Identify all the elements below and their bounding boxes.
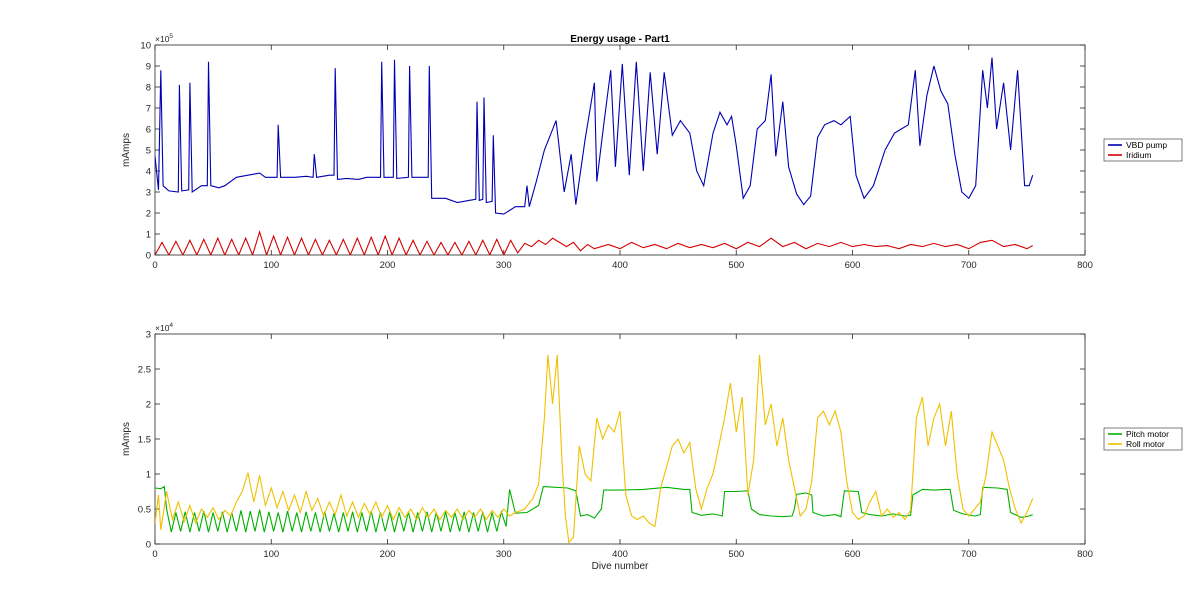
iridium-series-line [155, 230, 1033, 255]
roll-motor-series-line [155, 354, 1034, 544]
vbd-pump-series-line [155, 57, 1034, 215]
bottom-y-tick-label: 1 [146, 470, 151, 481]
bottom-x-axis-label: Dive number [592, 561, 649, 572]
top-y-tick-label: 8 [146, 83, 151, 94]
bottom-x-tick-label: 300 [496, 549, 512, 560]
pitch-motor-legend-label: Pitch motor [1126, 429, 1169, 439]
bottom-y-tick-label: 0 [146, 540, 151, 551]
bottom-y-axis-label: mAmps [121, 422, 132, 456]
top-x-tick-label: 300 [496, 260, 512, 271]
bottom-x-tick-label: 100 [263, 549, 279, 560]
motor-chart-bottom: 0 100 200 300 400 500 600 700 800 0 0.5 1 1.5 2 2.5 3 ×1… [121, 322, 1183, 572]
top-x-tick-label: 0 [152, 260, 157, 271]
top-y-tick-label: 10 [140, 41, 151, 52]
bottom-x-tick-label: 800 [1077, 549, 1093, 560]
bottom-x-tick-label: 200 [380, 549, 396, 560]
bottom-y-tick-label: 3 [146, 330, 151, 341]
top-x-tick-label: 400 [612, 260, 628, 271]
top-x-tick-label: 700 [961, 260, 977, 271]
top-y-tick-label: 6 [146, 125, 151, 136]
bottom-x-tick-label: 700 [961, 549, 977, 560]
top-y-tick-label: 0 [146, 251, 151, 262]
bottom-legend-box [1103, 427, 1183, 451]
top-y-exponent: ×105 [155, 33, 173, 44]
top-y-tick-label: 3 [146, 188, 151, 199]
top-chart-title: Energy usage - Part1 [570, 34, 670, 45]
bottom-x-tick-label: 400 [612, 549, 628, 560]
top-y-tick-label: 9 [146, 62, 151, 73]
bottom-x-tick-label: 500 [728, 549, 744, 560]
bottom-y-tick-label: 1.5 [138, 435, 151, 446]
top-x-tick-label: 200 [380, 260, 396, 271]
top-x-tick-label: 800 [1077, 260, 1093, 271]
top-y-tick-label: 4 [146, 167, 151, 178]
top-legend-box [1103, 138, 1183, 162]
bottom-y-tick-label: 2.5 [138, 365, 151, 376]
top-x-tick-label: 600 [845, 260, 861, 271]
bottom-plot-area [154, 333, 1086, 545]
top-x-tick-label: 500 [728, 260, 744, 271]
bottom-y-tick-label: 0.5 [138, 505, 151, 516]
top-plot-area [154, 44, 1086, 256]
top-y-tick-label: 2 [146, 209, 151, 220]
pitch-motor-series-line [155, 485, 1033, 533]
energy-chart-top: 0 100 200 300 400 500 600 700 800 0 1 2 3 4 5 6 7 8 9 10 ×10… [121, 33, 1183, 271]
iridium-legend-label: Iridium [1126, 150, 1152, 160]
roll-motor-legend-label: Roll motor [1126, 439, 1165, 449]
top-y-axis-label: mAmps [121, 133, 132, 167]
bottom-x-tick-label: 0 [152, 549, 157, 560]
bottom-y-tick-label: 2 [146, 400, 151, 411]
bottom-x-tick-label: 600 [845, 549, 861, 560]
top-x-tick-label: 100 [263, 260, 279, 271]
vbd-pump-legend-label: VBD pump [1126, 140, 1167, 150]
top-y-tick-label: 1 [146, 230, 151, 241]
top-y-tick-label: 5 [146, 146, 151, 157]
bottom-y-exponent: ×104 [155, 322, 173, 333]
top-y-tick-label: 7 [146, 104, 151, 115]
